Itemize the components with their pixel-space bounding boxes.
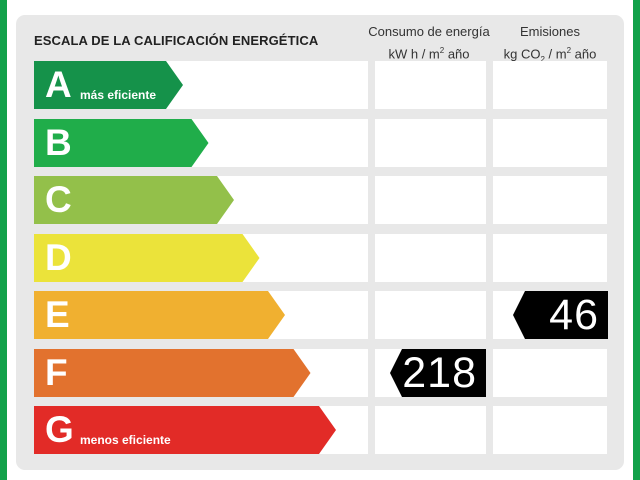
emissions-cell — [493, 348, 607, 397]
rating-arrow-shape — [34, 348, 311, 397]
right-border — [633, 0, 640, 480]
rating-arrow-b — [34, 118, 209, 167]
emissions-cell — [493, 118, 607, 167]
emissions-rating-tag-shape — [513, 291, 608, 339]
rating-arrow-g — [34, 406, 336, 454]
rating-arrow-shape — [34, 406, 336, 454]
emissions-rating-tag-value: 46 — [549, 291, 599, 339]
energy-consumption-header: Consumo de energía kW h / m2 año — [367, 22, 491, 63]
rating-row-c: C — [34, 176, 607, 224]
emissions-cell — [493, 61, 607, 109]
energy-cell — [375, 291, 486, 339]
emissions-cell — [493, 176, 607, 224]
emissions-rating-tag: 46 — [513, 291, 608, 339]
rating-arrow-shape — [34, 233, 260, 282]
energy-cell: 218 — [375, 348, 486, 397]
emissions-header-unit: kg CO2 / m2 año — [503, 46, 597, 64]
rating-letter: B — [45, 121, 72, 163]
emissions-header: Emisiones kg CO2 / m2 año — [491, 22, 609, 69]
emissions-cell — [493, 233, 607, 282]
energy-cell — [375, 61, 486, 109]
rating-letter: G — [45, 409, 74, 450]
rating-sublabel: más eficiente — [80, 88, 157, 102]
energy-cell — [375, 233, 486, 282]
energy-cell — [375, 406, 486, 454]
rating-letter: F — [45, 351, 68, 393]
energy-rating-tag: 218 — [390, 348, 486, 397]
energy-header-line1: Consumo de energía — [368, 24, 490, 39]
emissions-cell: 46 — [493, 291, 608, 339]
energy-cell — [375, 176, 486, 224]
rating-arrow-a — [34, 61, 183, 109]
rating-letter: A — [45, 64, 72, 105]
rating-sublabel: menos eficiente — [80, 433, 171, 447]
rating-row-b: B — [34, 118, 607, 167]
rating-letter: C — [45, 179, 72, 220]
energy-rating-tag-shape — [390, 348, 486, 397]
emissions-cell — [493, 406, 607, 454]
rating-arrow-e — [34, 291, 285, 339]
rating-row-d: D — [34, 233, 607, 282]
rating-row-e: E 46 — [34, 291, 608, 339]
rating-row-f: F 218 — [34, 348, 607, 397]
rating-arrow-shape — [34, 118, 209, 167]
rating-arrow-shape — [34, 291, 285, 339]
rating-arrow-d — [34, 233, 260, 282]
energy-header-unit: kW h / m2 año — [388, 46, 470, 62]
left-border — [0, 0, 7, 480]
rating-arrow-shape — [34, 176, 234, 224]
energy-cell — [375, 118, 486, 167]
rating-letter: E — [45, 294, 70, 335]
rating-arrow-shape — [34, 61, 183, 109]
rating-letter: D — [45, 236, 72, 278]
rating-arrow-c — [34, 176, 234, 224]
scale-title: ESCALA DE LA CALIFICACIÓN ENERGÉTICA — [34, 33, 319, 48]
energy-rating-tag-value: 218 — [402, 348, 477, 397]
rating-arrow-f — [34, 348, 311, 397]
emissions-header-line1: Emisiones — [520, 24, 580, 39]
